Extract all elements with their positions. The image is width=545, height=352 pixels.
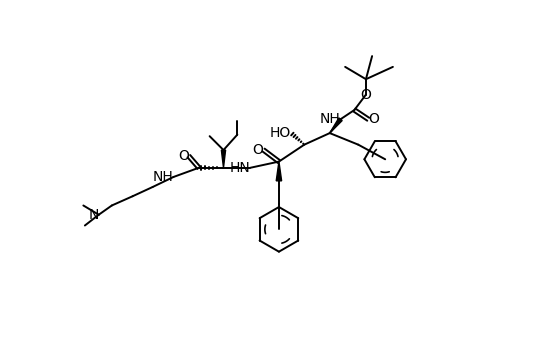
Text: N: N xyxy=(88,208,99,222)
Text: NH: NH xyxy=(320,112,341,126)
Text: O: O xyxy=(178,149,189,163)
Text: NH: NH xyxy=(153,170,173,184)
Text: O: O xyxy=(253,143,264,157)
Text: O: O xyxy=(360,88,371,102)
Text: HO: HO xyxy=(270,126,291,140)
Text: O: O xyxy=(368,112,379,126)
Polygon shape xyxy=(221,150,226,168)
Polygon shape xyxy=(330,118,342,133)
Polygon shape xyxy=(276,162,282,181)
Text: HN: HN xyxy=(229,161,251,175)
